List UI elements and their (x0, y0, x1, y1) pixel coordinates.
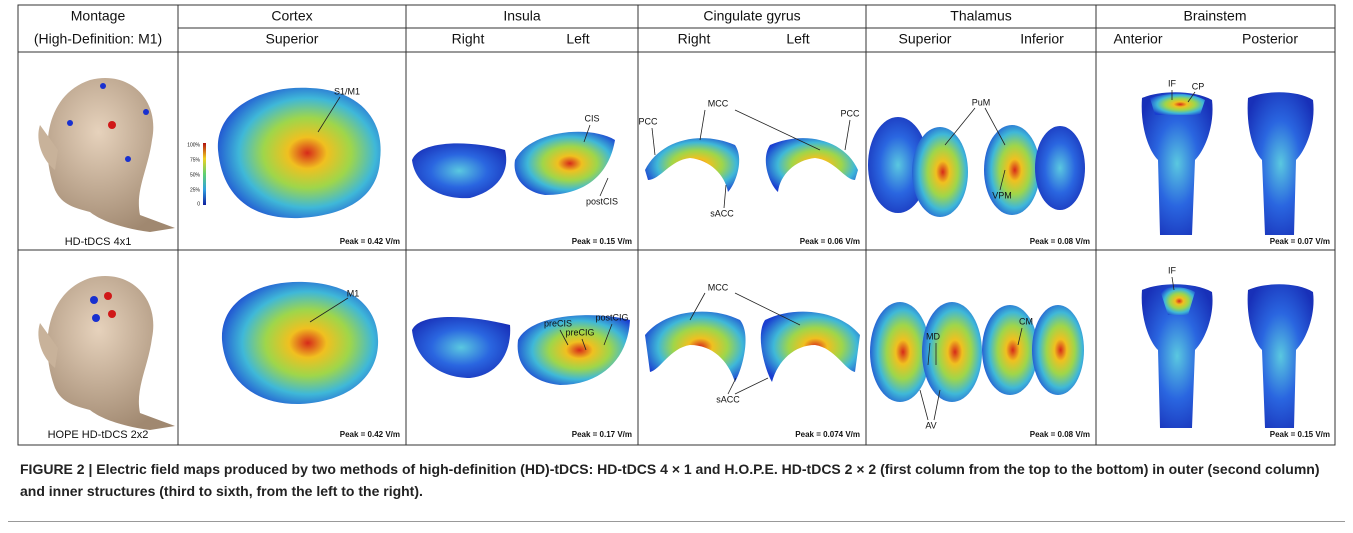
brain-map (912, 127, 968, 217)
row-label: HOPE HD-tDCS 2x2 (48, 429, 149, 441)
brain-map (518, 315, 630, 385)
peak-value: Peak = 0.15 V/m (572, 237, 632, 246)
annotation: MD (926, 331, 940, 341)
brain-map (218, 88, 381, 218)
brain-map (870, 302, 930, 402)
view-label: Superior (266, 31, 319, 47)
head-model (38, 78, 175, 232)
annotation: CP (1192, 81, 1205, 91)
brain-map (1248, 284, 1314, 428)
figure: Montage (High-Definition: M1) Cortex Ins… (0, 0, 1353, 533)
annotation: AV (925, 420, 936, 430)
row-label: HD-tDCS 4x1 (65, 236, 132, 248)
column-title: Cingulate gyrus (703, 8, 800, 24)
colorbar-label: 50% (190, 172, 201, 178)
annotation: sACC (710, 208, 734, 218)
colorbar (203, 143, 206, 205)
annotation: IF (1168, 265, 1177, 275)
brain-map (1032, 305, 1084, 395)
annotation: postCIS (586, 196, 618, 206)
brain-map (515, 132, 615, 195)
annotation: CIS (584, 113, 599, 123)
annotation: M1 (347, 288, 360, 298)
view-label: Left (786, 31, 809, 47)
annotation: PCC (840, 108, 860, 118)
separator (8, 521, 1345, 522)
colorbar-label: 25% (190, 187, 201, 193)
column-title: Cortex (271, 8, 312, 24)
peak-value: Peak = 0.15 V/m (1270, 430, 1330, 439)
table-grid (18, 5, 1335, 445)
colorbar-label: 75% (190, 157, 201, 163)
peak-value: Peak = 0.07 V/m (1270, 237, 1330, 246)
column-title: Brainstem (1183, 8, 1246, 24)
view-label: Posterior (1242, 31, 1298, 47)
annotation: S1/M1 (334, 86, 360, 96)
figure-caption: FIGURE 2 | Electric field maps produced … (20, 458, 1335, 502)
brain-map (645, 138, 739, 192)
header-montage: (High-Definition: M1) (34, 31, 162, 47)
view-label: Anterior (1113, 31, 1162, 47)
peak-value: Peak = 0.08 V/m (1030, 237, 1090, 246)
annotation: CM (1019, 316, 1033, 326)
peak-value: Peak = 0.074 V/m (795, 430, 860, 439)
brain-map (645, 312, 746, 382)
annotation: postCIG (595, 312, 628, 322)
colorbar-label: 0 (197, 201, 200, 207)
annotation: PCC (638, 116, 658, 126)
brain-map (984, 125, 1040, 215)
brain-map (1248, 92, 1314, 235)
peak-value: Peak = 0.08 V/m (1030, 430, 1090, 439)
brain-map (412, 143, 506, 198)
brain-map (222, 282, 378, 404)
brain-map (922, 302, 982, 402)
view-label: Left (566, 31, 589, 47)
brain-map (1150, 94, 1205, 115)
annotation: preCIG (565, 327, 594, 337)
view-label: Superior (899, 31, 952, 47)
peak-value: Peak = 0.06 V/m (800, 237, 860, 246)
annotation: IF (1168, 78, 1177, 88)
peak-value: Peak = 0.42 V/m (340, 430, 400, 439)
view-label: Inferior (1020, 31, 1064, 47)
header-montage: Montage (71, 8, 126, 24)
page: {"table": { "header": { "montage": ["Mon… (0, 0, 1353, 533)
peak-value: Peak = 0.42 V/m (340, 237, 400, 246)
column-title: Insula (503, 8, 541, 24)
view-label: Right (452, 31, 485, 47)
annotation: PuM (972, 97, 991, 107)
annotation: MCC (708, 282, 729, 292)
brain-map (1035, 126, 1085, 210)
brain-map (412, 317, 510, 378)
annotation: VPM (992, 190, 1012, 200)
brain-map (761, 312, 860, 382)
peak-value: Peak = 0.17 V/m (572, 430, 632, 439)
annotation: MCC (708, 98, 729, 108)
column-title: Thalamus (950, 8, 1011, 24)
view-label: Right (678, 31, 711, 47)
head-model (38, 276, 175, 430)
annotation: sACC (716, 394, 740, 404)
colorbar-label: 100% (187, 142, 200, 148)
